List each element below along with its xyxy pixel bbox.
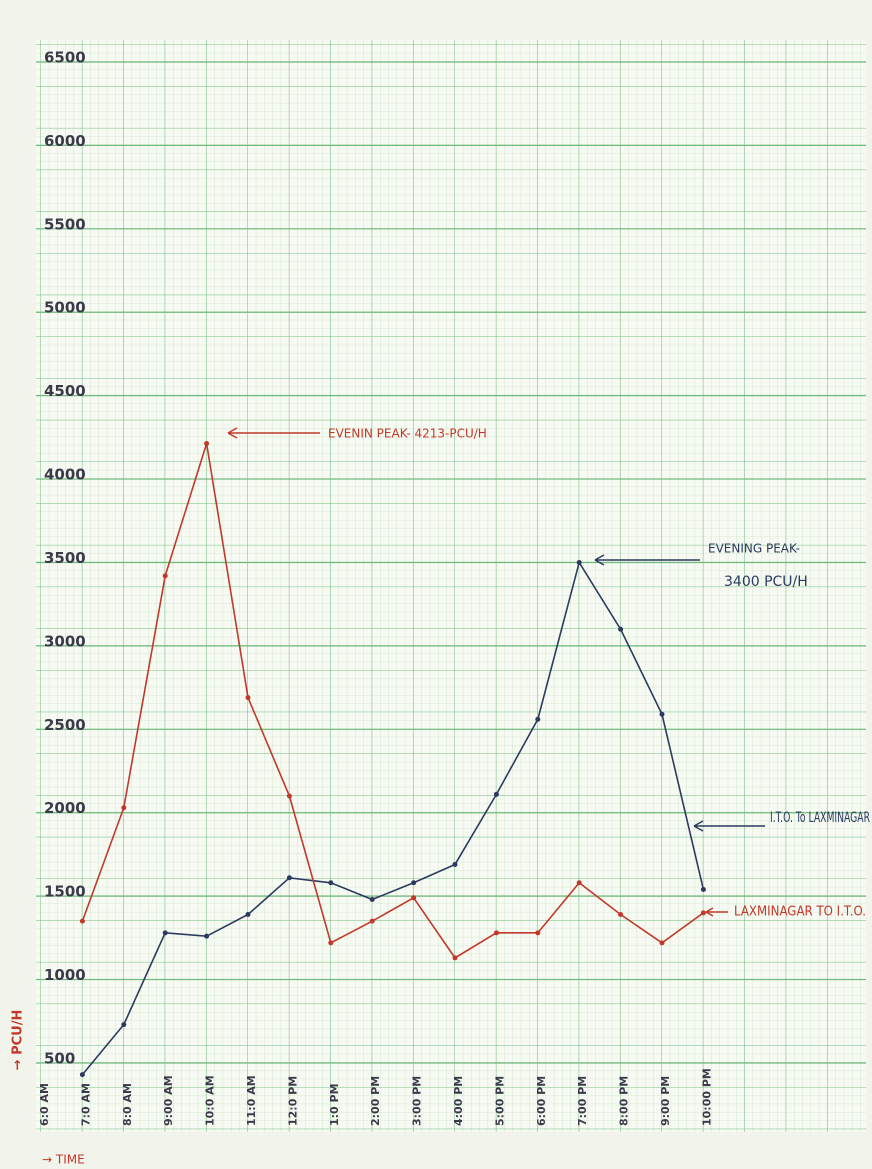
x-tick-label: 9:00 PM — [659, 1076, 672, 1126]
data-point — [576, 559, 582, 565]
x-axis-label: → TIME — [42, 1153, 85, 1167]
data-point — [286, 793, 292, 799]
data-point — [411, 880, 417, 886]
data-point — [493, 791, 499, 797]
y-tick-label: 5000 — [44, 299, 86, 317]
y-tick-label: 1000 — [44, 966, 86, 984]
y-tick-label: 6500 — [44, 48, 86, 66]
x-tick-label: 12:0 PM — [286, 1076, 299, 1126]
y-tick-label: 6000 — [44, 132, 86, 150]
data-point — [204, 441, 210, 447]
data-point — [79, 918, 85, 924]
y-tick-label: 5500 — [44, 215, 86, 233]
x-tick-label: 2:00 PM — [369, 1076, 382, 1126]
annotation: EVENIN PEAK- 4213-PCU/H — [328, 427, 487, 441]
y-tick-label: 2500 — [44, 716, 86, 734]
data-point — [659, 940, 665, 946]
x-tick-label: 4:00 PM — [452, 1076, 465, 1126]
y-tick-label: 4000 — [44, 466, 86, 484]
data-point — [700, 910, 706, 916]
series-arrow-blue — [693, 820, 765, 832]
data-point — [79, 1072, 85, 1078]
legend-label: LAXMINAGAR TO I.T.O. — [734, 905, 866, 920]
y-tick-label: 3500 — [44, 549, 86, 567]
x-tick-label: 3:00 PM — [411, 1076, 424, 1126]
data-point — [369, 918, 375, 924]
data-point — [328, 880, 334, 886]
annotation: 3400 PCU/H — [724, 574, 808, 590]
data-point — [245, 911, 251, 917]
x-tick-label: 7:0 AM — [79, 1083, 92, 1126]
data-point — [204, 933, 210, 939]
data-point — [452, 861, 458, 867]
x-tick-label: 11:0 AM — [245, 1075, 258, 1126]
data-point — [411, 895, 417, 901]
data-point — [493, 930, 499, 936]
data-point — [328, 940, 334, 946]
x-tick-label: 6:0 AM — [38, 1083, 51, 1126]
y-tick-label: 2000 — [44, 799, 86, 817]
data-point — [535, 716, 541, 722]
y-tick-label: 500 — [44, 1049, 75, 1067]
x-tick-label: 5:00 PM — [493, 1076, 506, 1126]
series-arrow-red — [705, 907, 728, 917]
peak-arrow-red — [227, 427, 320, 439]
data-point — [659, 711, 665, 717]
data-point — [245, 695, 251, 701]
data-point — [162, 573, 168, 579]
x-tick-label: 10:00 PM — [700, 1068, 713, 1126]
y-tick-label: 1500 — [44, 883, 86, 901]
y-axis-label: → PCU/H — [11, 1010, 26, 1071]
series-line — [81, 560, 705, 1076]
data-point — [369, 896, 375, 902]
x-tick-label: 8:00 PM — [618, 1076, 631, 1126]
data-point — [452, 955, 458, 961]
data-point — [618, 911, 624, 917]
data-point — [576, 880, 582, 886]
y-tick-label: 3000 — [44, 632, 86, 650]
series-line — [81, 443, 704, 959]
legend-label: I.T.O. To LAXMINAGAR — [770, 810, 870, 826]
x-tick-label: 7:00 PM — [576, 1076, 589, 1126]
peak-arrow-blue — [594, 554, 700, 566]
data-point — [121, 1022, 127, 1028]
data-point — [700, 886, 706, 892]
x-tick-label: 9:00 AM — [162, 1075, 175, 1126]
data-point — [121, 805, 127, 811]
annotation-arrows — [227, 427, 765, 917]
data-point — [162, 930, 168, 936]
data-point — [286, 875, 292, 881]
y-tick-label: 4500 — [44, 382, 86, 400]
data-point — [618, 626, 624, 632]
x-tick-label: 10:0 AM — [204, 1075, 217, 1126]
x-tick-label: 6:00 PM — [535, 1076, 548, 1126]
x-tick-label: 1:0 PM — [328, 1083, 341, 1126]
data-point — [535, 930, 541, 936]
annotation: EVENING PEAK- — [708, 542, 800, 556]
x-tick-label: 8:0 AM — [121, 1083, 134, 1126]
major-grid — [36, 40, 866, 1132]
